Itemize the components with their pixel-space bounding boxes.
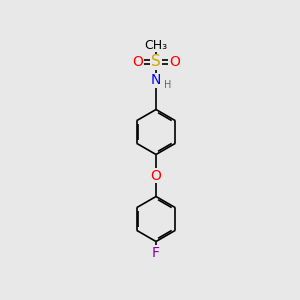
Text: O: O [151, 169, 161, 182]
Text: F: F [152, 246, 160, 260]
Text: S: S [151, 54, 161, 69]
Text: O: O [132, 55, 143, 69]
Text: N: N [151, 74, 161, 87]
Text: O: O [169, 55, 180, 69]
Text: CH₃: CH₃ [144, 39, 168, 52]
Text: H: H [164, 80, 171, 90]
